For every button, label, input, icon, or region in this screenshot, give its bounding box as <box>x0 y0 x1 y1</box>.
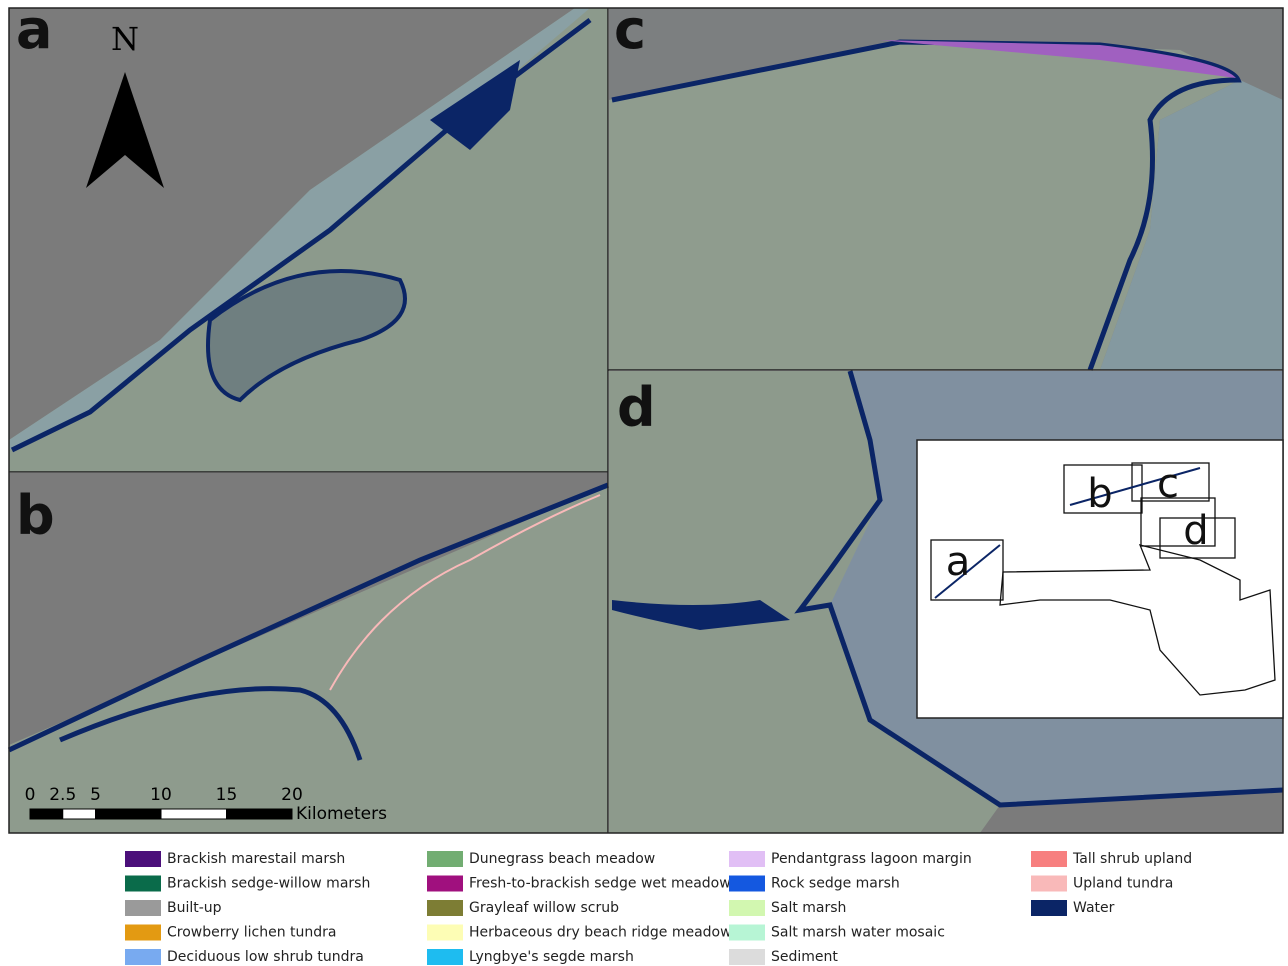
legend-label: Deciduous low shrub tundra <box>167 949 364 965</box>
legend: Brackish marestail marsh Brackish sedge-w… <box>125 851 1192 965</box>
legend-swatch <box>729 851 765 867</box>
legend-swatch <box>427 949 463 965</box>
legend-label: Upland tundra <box>1073 876 1173 892</box>
legend-swatch <box>427 925 463 941</box>
scale-unit: Kilometers <box>296 804 387 824</box>
legend-swatch <box>125 876 161 892</box>
legend-label: Sediment <box>771 949 838 965</box>
legend-swatch <box>427 851 463 867</box>
legend-swatch <box>1031 876 1067 892</box>
panel-label: c <box>614 0 646 61</box>
legend-label: Fresh-to-brackish sedge wet meadow <box>469 876 731 892</box>
legend-label: Water <box>1073 900 1115 916</box>
legend-label: Brackish sedge-willow marsh <box>167 876 370 892</box>
legend-swatch <box>729 949 765 965</box>
panel-label: d <box>617 376 656 439</box>
legend-swatch <box>729 925 765 941</box>
legend-swatch <box>427 900 463 916</box>
scale-tick-label: 10 <box>150 785 172 805</box>
panel-label: a <box>16 0 52 61</box>
figure: N abcdabcd 02.55101520Kilometers Brackis… <box>0 0 1288 966</box>
scale-tick-label: 0 <box>25 785 36 805</box>
legend-label: Brackish marestail marsh <box>167 851 345 867</box>
legend-swatch <box>1031 900 1067 916</box>
legend-label: Tall shrub upland <box>1072 851 1192 867</box>
legend-label: Pendantgrass lagoon margin <box>771 851 972 867</box>
legend-label: Grayleaf willow scrub <box>469 900 619 916</box>
legend-label: Rock sedge marsh <box>771 876 900 892</box>
scale-tick-label: 15 <box>216 785 238 805</box>
legend-label: Dunegrass beach meadow <box>469 851 655 867</box>
legend-swatch <box>427 876 463 892</box>
scale-segment <box>63 809 96 819</box>
inset-label: c <box>1157 461 1179 507</box>
scale-segment <box>96 809 162 819</box>
scale-segment <box>30 809 63 819</box>
scale-segment <box>161 809 227 819</box>
legend-swatch <box>125 925 161 941</box>
legend-swatch <box>729 876 765 892</box>
inset-label: a <box>946 539 971 585</box>
legend-swatch <box>125 851 161 867</box>
legend-label: Salt marsh <box>771 900 846 916</box>
legend-swatch <box>125 900 161 916</box>
inset-label: b <box>1087 471 1112 517</box>
inset-label: d <box>1183 508 1208 554</box>
legend-label: Salt marsh water mosaic <box>771 925 945 941</box>
north-label: N <box>111 20 139 58</box>
legend-label: Built-up <box>167 900 222 916</box>
scale-segment <box>227 809 293 819</box>
legend-label: Herbaceous dry beach ridge meadow <box>469 925 732 941</box>
legend-label: Lyngbye's segde marsh <box>469 949 634 965</box>
scale-tick-label: 5 <box>90 785 101 805</box>
scale-tick-label: 2.5 <box>49 785 76 805</box>
legend-swatch <box>1031 851 1067 867</box>
panel-label: b <box>16 484 55 547</box>
legend-label: Crowberry lichen tundra <box>167 925 336 941</box>
scale-tick-label: 20 <box>281 785 303 805</box>
legend-swatch <box>729 900 765 916</box>
legend-swatch <box>125 949 161 965</box>
